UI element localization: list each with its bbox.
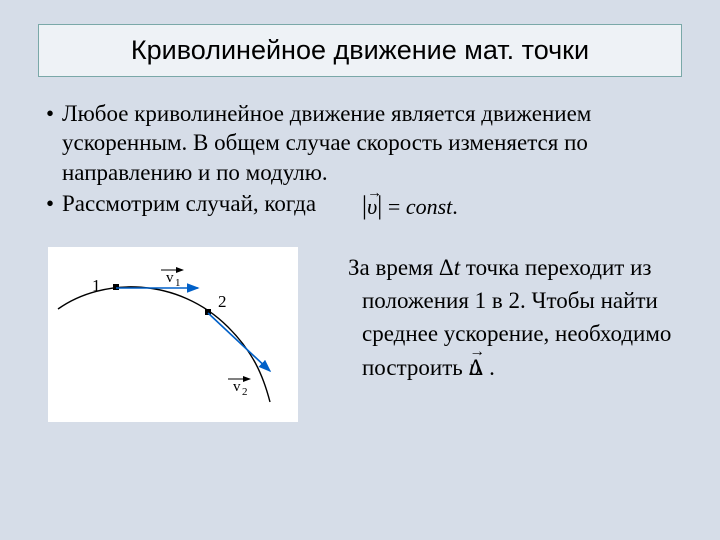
vector-v2 — [208, 313, 270, 371]
label-v1: v — [166, 270, 174, 286]
label-2: 2 — [218, 292, 227, 311]
lower-section: 1 2 v 1 v 2 За время Δt точка переходит … — [28, 247, 692, 422]
bullet-text: Любое криволинейное движение является дв… — [62, 99, 692, 187]
bullet-list: • Любое криволинейное движение является … — [28, 99, 692, 223]
label-v2: v — [233, 379, 241, 395]
bullet-item: • Рассмотрим случай, когда |υ| = const. — [38, 189, 692, 222]
right-paragraph: За время Δt точка переходит из положения… — [328, 247, 692, 422]
bullet-marker: • — [38, 189, 62, 222]
title-container: Криволинейное движение мат. точки — [38, 24, 682, 77]
label-1: 1 — [92, 276, 101, 295]
svg-text:2: 2 — [242, 386, 248, 398]
formula-v-const: |υ| = const. — [362, 189, 458, 222]
page-title: Криволинейное движение мат. точки — [53, 35, 667, 66]
svg-text:1: 1 — [175, 277, 181, 289]
point-1 — [113, 284, 119, 290]
bullet-item: • Любое криволинейное движение является … — [38, 99, 692, 187]
bullet-text: Рассмотрим случай, когда |υ| = const. — [62, 189, 692, 222]
bullet-marker: • — [38, 99, 62, 187]
curve-diagram: 1 2 v 1 v 2 — [48, 247, 298, 422]
delta-v-symbol: Δυ — [469, 355, 484, 380]
